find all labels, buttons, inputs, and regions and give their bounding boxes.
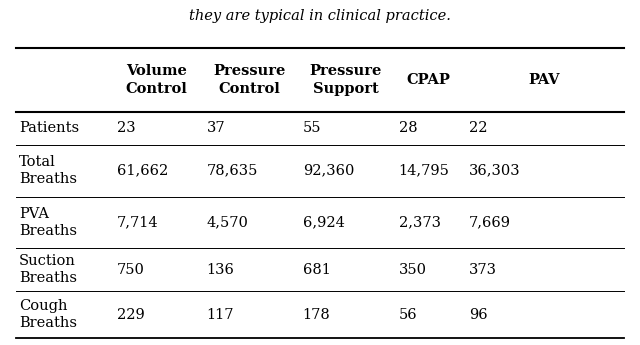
Text: 55: 55 [303,121,321,135]
Text: Pressure
Control: Pressure Control [213,64,286,96]
Text: 7,714: 7,714 [117,215,159,229]
Text: 136: 136 [207,263,235,277]
Text: they are typical in clinical practice.: they are typical in clinical practice. [189,9,451,23]
Text: PVA
Breaths: PVA Breaths [19,207,77,238]
Text: Volume
Control: Volume Control [126,64,188,96]
Text: 229: 229 [117,308,145,322]
Text: 750: 750 [117,263,145,277]
Text: 178: 178 [303,308,330,322]
Text: 350: 350 [399,263,427,277]
Text: 117: 117 [207,308,234,322]
Text: CPAP: CPAP [407,73,451,87]
Text: 7,669: 7,669 [469,215,511,229]
Text: Total
Breaths: Total Breaths [19,155,77,186]
Text: PAV: PAV [528,73,560,87]
Text: 373: 373 [469,263,497,277]
Text: 14,795: 14,795 [399,164,449,178]
Text: 37: 37 [207,121,225,135]
Text: 92,360: 92,360 [303,164,354,178]
Text: 6,924: 6,924 [303,215,344,229]
Text: 23: 23 [117,121,136,135]
Text: 22: 22 [469,121,488,135]
Text: Pressure
Support: Pressure Support [309,64,382,96]
Text: 61,662: 61,662 [117,164,168,178]
Text: Cough
Breaths: Cough Breaths [19,299,77,331]
Text: 96: 96 [469,308,488,322]
Text: Patients: Patients [19,121,79,135]
Text: 4,570: 4,570 [207,215,248,229]
Text: 28: 28 [399,121,417,135]
Text: 56: 56 [399,308,417,322]
Text: Suction
Breaths: Suction Breaths [19,254,77,285]
Text: 2,373: 2,373 [399,215,441,229]
Text: 681: 681 [303,263,331,277]
Text: 78,635: 78,635 [207,164,258,178]
Text: 36,303: 36,303 [469,164,521,178]
